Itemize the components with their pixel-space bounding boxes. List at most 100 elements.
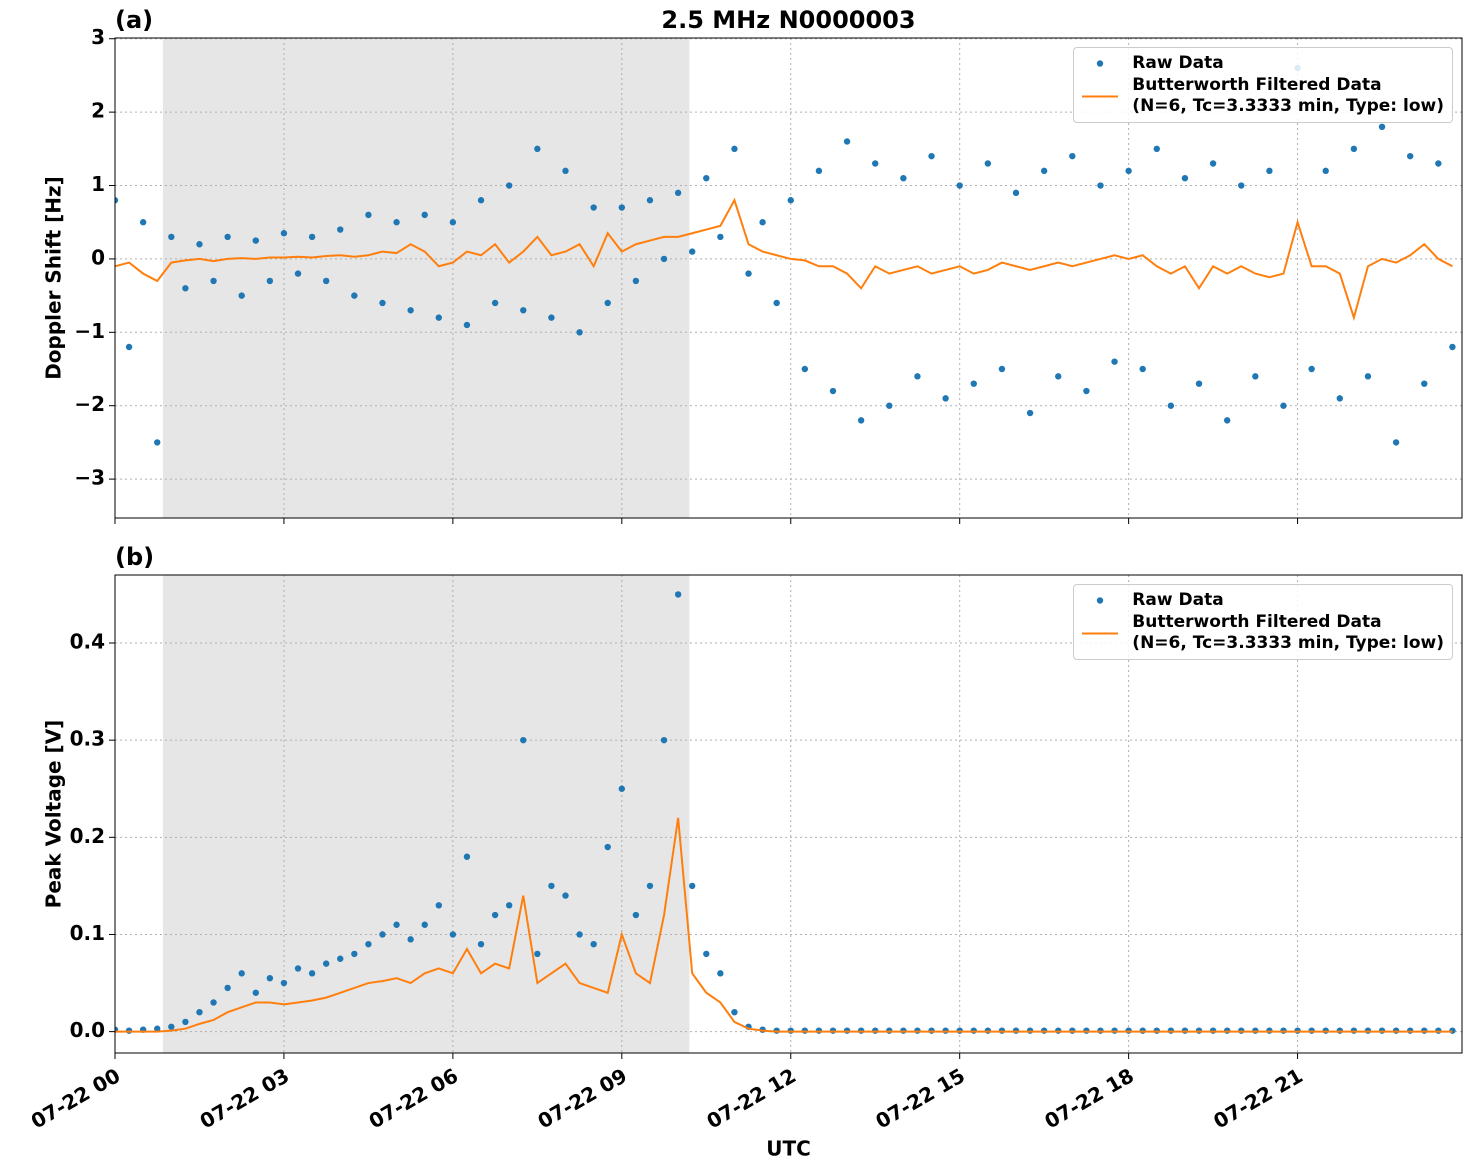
data-point [407, 936, 414, 943]
legend-marker [1082, 95, 1119, 97]
data-point [182, 285, 189, 292]
data-point [421, 211, 428, 219]
x-tick-label: 07-22 00 [27, 1063, 125, 1133]
data-point [717, 970, 724, 977]
y-tick-label: −1 [74, 319, 105, 343]
data-point [618, 785, 626, 792]
data-point [815, 167, 823, 175]
data-point [238, 970, 245, 977]
data-point [154, 439, 161, 446]
data-point [210, 277, 217, 285]
data-point [646, 197, 654, 204]
data-point [1308, 365, 1315, 373]
data-point [266, 974, 274, 982]
legend-symbol [1097, 597, 1104, 604]
plot-frame [114, 574, 1463, 1054]
legend-label: Raw Data [1132, 590, 1224, 610]
data-point [1364, 373, 1372, 380]
legend-symbol [1097, 60, 1104, 67]
data-line [115, 817, 1453, 1033]
legend-entry: Raw Data [1080, 53, 1444, 74]
data-point [562, 167, 569, 175]
x-tick-label: 07-22 09 [534, 1063, 632, 1133]
plot-frame [114, 37, 1463, 519]
data-point [1040, 167, 1048, 175]
data-point [115, 197, 119, 204]
legend-marker [1097, 597, 1104, 604]
data-point [435, 902, 442, 909]
data-point [224, 984, 231, 992]
data-point [252, 989, 259, 996]
legend-key [1080, 53, 1120, 74]
data-point [759, 219, 766, 226]
x-tick-label: 07-22 06 [365, 1063, 463, 1133]
data-point [703, 950, 710, 958]
data-point [1223, 417, 1231, 424]
x-tick-label: 07-22 03 [196, 1063, 294, 1133]
data-point [210, 999, 217, 1006]
data-point [632, 277, 640, 285]
data-point [266, 277, 274, 285]
plot-area [115, 64, 1456, 446]
data-point [590, 204, 597, 211]
legend-label: Butterworth Filtered Data (N=6, Tc=3.333… [1132, 75, 1444, 116]
data-point [168, 1023, 175, 1030]
data-point [280, 230, 288, 237]
data-point [928, 152, 935, 160]
data-point [1012, 189, 1020, 197]
panel-label: (b) [115, 543, 154, 571]
data-point [942, 395, 949, 402]
data-point [632, 911, 640, 919]
data-point [1350, 145, 1358, 153]
data-point [829, 387, 837, 395]
data-point [731, 1008, 738, 1016]
data-point [914, 373, 921, 380]
data-point [365, 211, 372, 219]
data-point [717, 233, 724, 241]
legend-key [1080, 86, 1120, 107]
x-tick-label: 07-22 15 [871, 1063, 969, 1133]
data-point [562, 892, 569, 899]
legend-entry: Butterworth Filtered Data (N=6, Tc=3.333… [1080, 75, 1444, 117]
legend-key [1080, 590, 1120, 611]
data-point [1252, 373, 1259, 380]
data-point [1435, 160, 1442, 167]
data-point [139, 219, 147, 226]
data-point [534, 950, 541, 958]
data-point [618, 204, 626, 211]
data-point [787, 197, 794, 204]
legend-marker [1082, 632, 1119, 634]
data-point [393, 219, 400, 226]
data-point [1153, 145, 1160, 153]
data-point [463, 853, 471, 860]
data-point [886, 402, 893, 409]
data-point [1209, 160, 1217, 167]
legend-label: Butterworth Filtered Data (N=6, Tc=3.333… [1132, 612, 1444, 653]
data-point [322, 277, 330, 285]
data-point [252, 237, 259, 244]
data-point [280, 979, 288, 987]
data-point [900, 174, 907, 182]
data-point [224, 233, 231, 241]
data-point [407, 307, 414, 314]
data-point [703, 174, 710, 182]
data-point [491, 911, 499, 919]
data-point [365, 940, 372, 948]
data-point [238, 292, 245, 299]
y-tick-label: 0.3 [70, 727, 105, 751]
data-point [505, 182, 513, 189]
data-point [196, 241, 203, 248]
data-point [1238, 182, 1245, 189]
data-point [646, 882, 654, 890]
data-point [1449, 343, 1456, 351]
y-tick-label: 0.0 [70, 1018, 105, 1042]
y-tick-label: 2 [91, 99, 105, 123]
legend: Raw Data Butterworth Filtered Data (N=6, … [1073, 47, 1453, 123]
data-point [745, 270, 752, 277]
data-point [449, 219, 457, 226]
data-point [872, 160, 879, 167]
y-tick-label: 0.2 [70, 824, 105, 848]
legend-key [1080, 623, 1120, 644]
data-point [534, 145, 541, 153]
